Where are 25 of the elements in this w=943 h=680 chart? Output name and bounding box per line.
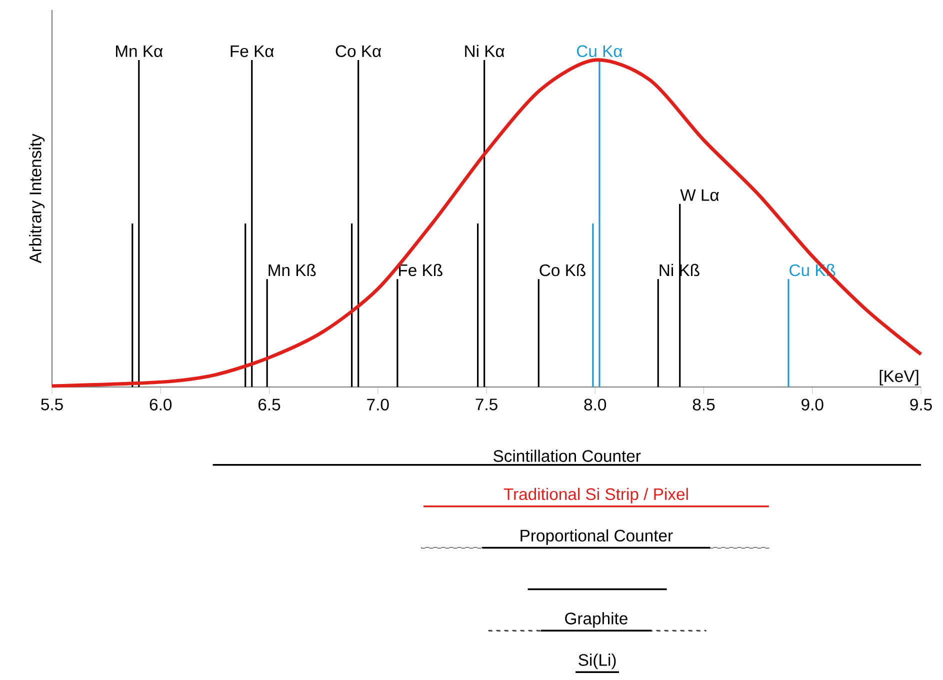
x-tick-label: 7.5	[476, 398, 498, 410]
category-label: Si(Li)	[578, 654, 616, 670]
x-tick-label: 8.5	[692, 398, 715, 410]
series-label: W Lα	[680, 189, 719, 201]
x-axis-title: [KeV]	[880, 370, 918, 386]
category-label: Graphite	[565, 612, 628, 628]
series-label: Co Kß	[540, 264, 586, 276]
category-label: Traditional Si Strip / Pixel	[504, 488, 688, 504]
series-label: Fe Kß	[399, 264, 442, 276]
x-tick-label: 9.0	[802, 398, 824, 410]
y-axis-title: Arbitrary Intensity	[29, 134, 45, 264]
series-label: Ni Kα	[465, 44, 504, 58]
x-tick-label: 6.5	[258, 398, 280, 410]
x-tick-label: 9.5	[910, 398, 932, 410]
series-label: Mn Kα	[116, 45, 163, 58]
x-tick-label: 5.5	[41, 398, 63, 410]
x-tick-label: 8.0	[584, 398, 606, 410]
category-label: Proportional Counter	[520, 529, 673, 545]
series-label: Co Kα	[336, 45, 382, 58]
series-label: Mn Kß	[268, 264, 316, 276]
x-tick-label: 7.0	[367, 398, 389, 410]
series-label: Fe Kα	[230, 45, 274, 58]
category-label: Scintillation Counter	[494, 450, 641, 462]
x-tick-label: 6.0	[150, 398, 172, 410]
series-label: Cu Kα	[576, 45, 622, 58]
